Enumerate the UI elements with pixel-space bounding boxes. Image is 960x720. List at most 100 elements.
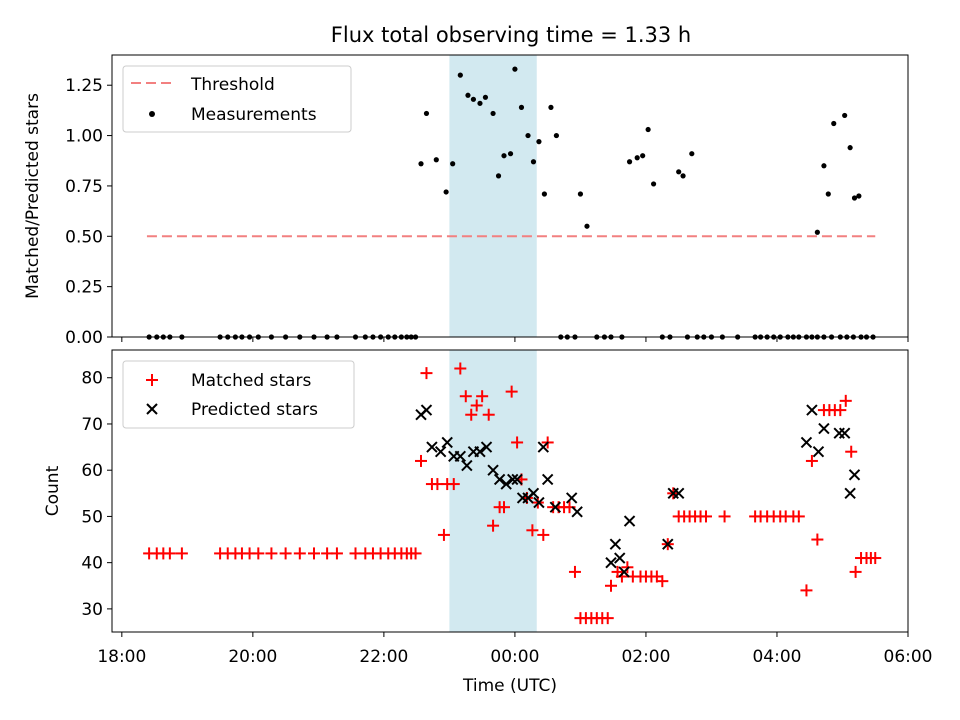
predicted-star-point <box>605 556 617 569</box>
matched-star-point <box>487 519 500 532</box>
top-panel: 0.00 0.25 0.50 0.75 1.00 1.25 Matched/Predict… <box>23 54 909 348</box>
predicted-star-point <box>609 538 622 550</box>
measurement-point <box>814 229 820 235</box>
bottom-axes-frame <box>111 349 909 633</box>
predicted-star-point <box>507 473 519 486</box>
matched-star-point <box>656 575 669 588</box>
measurement-point <box>477 100 483 106</box>
predicted-star-point <box>541 473 554 486</box>
predicted-star-point <box>806 404 818 416</box>
top-y-ticks: 0.00 0.25 0.50 0.75 1.00 1.25 <box>65 76 112 348</box>
measurement-point <box>433 157 439 163</box>
predicted-star-point <box>426 441 438 453</box>
predicted-star-point <box>537 441 550 453</box>
measurement-point <box>626 159 633 165</box>
measurement-point <box>689 151 695 157</box>
measurement-point <box>423 110 430 117</box>
measurement-point <box>634 155 640 161</box>
measurement-point <box>512 66 518 72</box>
matched-star-point <box>718 510 731 523</box>
chart-title: Flux total observing time = 1.33 h <box>331 23 691 47</box>
predicted-star-point <box>493 473 506 486</box>
measurement-point <box>645 126 651 133</box>
legend-predicted-label: Predicted stars <box>191 400 318 420</box>
bottom-x-tick-label: 18:00 <box>97 647 146 667</box>
matched-star-point <box>437 528 450 541</box>
bottom-legend-box <box>122 360 355 429</box>
matched-star-point <box>252 547 265 560</box>
matched-star-point <box>409 547 422 560</box>
predicted-star-point <box>662 538 674 550</box>
measurement-point <box>507 151 514 157</box>
measurement-point <box>443 189 449 195</box>
predicted-star-point <box>487 464 499 476</box>
predicted-star-point <box>623 515 636 527</box>
bottom-x-tick-label: 02:00 <box>621 647 670 667</box>
top-y-tick-label: 0.50 <box>65 227 103 247</box>
top-measurement-points <box>146 66 876 340</box>
top-y-tick-label: 0.00 <box>65 328 103 348</box>
measurement-point <box>495 173 502 179</box>
bottom-y-tick-label: 60 <box>81 461 103 481</box>
matched-star-point <box>811 533 824 546</box>
bottom-legend: Matched stars Predicted stars <box>122 360 355 429</box>
predicted-star-point <box>420 404 433 416</box>
legend-threshold-label: Threshold <box>190 75 275 95</box>
matched-star-point <box>175 547 188 560</box>
measurement-point <box>465 92 471 98</box>
measurement-point <box>525 132 531 139</box>
bottom-observing-span <box>449 350 537 632</box>
measurement-point <box>541 191 547 197</box>
predicted-star-point <box>441 436 453 449</box>
matched-star-point <box>476 390 489 403</box>
predicted-star-point <box>434 445 447 458</box>
top-y-tick-label: 1.25 <box>65 76 103 96</box>
matched-star-point <box>505 385 518 398</box>
predicted-star-point <box>549 501 562 513</box>
matched-star-point <box>465 408 478 421</box>
predicted-star-point <box>618 566 630 578</box>
bottom-x-tick-label: 20:00 <box>228 647 277 667</box>
matched-star-point <box>537 528 550 541</box>
predicted-star-point <box>500 478 512 490</box>
bottom-y-tick-label: 80 <box>81 369 103 389</box>
bottom-panel: 30 40 50 60 70 80 18:00 20:00 22:00 00:00 02:00 04… <box>43 349 933 696</box>
matched-star-point <box>605 579 618 592</box>
bottom-y-tick-label: 40 <box>81 554 103 574</box>
matched-star-point <box>163 547 176 560</box>
bottom-x-tick-label: 06:00 <box>884 647 933 667</box>
measurement-point <box>856 193 862 199</box>
matched-star-point <box>849 565 862 578</box>
measurement-point <box>553 132 560 139</box>
predicted-star-point <box>672 487 685 500</box>
measurement-point <box>842 112 848 119</box>
matched-star-point <box>834 404 847 417</box>
predicted-star-point <box>812 445 825 458</box>
matched-star-point <box>330 547 343 560</box>
matched-star-point <box>839 394 852 407</box>
matched-star-point <box>265 547 278 560</box>
predicted-star-point <box>461 459 473 472</box>
predicted-star-point <box>480 441 493 453</box>
matched-star-point <box>308 547 321 560</box>
matched-star-point <box>526 524 539 537</box>
matched-star-point <box>869 552 882 565</box>
predicted-star-point <box>848 469 861 481</box>
matched-star-point <box>454 362 467 375</box>
measurement-point <box>676 169 682 175</box>
legend-matched-swatch <box>146 374 158 386</box>
matched-star-point <box>845 445 858 458</box>
legend-matched-label: Matched stars <box>191 371 311 391</box>
measurement-point <box>831 120 837 127</box>
measurement-point <box>640 153 646 159</box>
matched-star-point <box>420 367 433 380</box>
legend-measurements-label: Measurements <box>191 105 317 125</box>
measurement-point <box>851 195 858 201</box>
measurement-point <box>457 72 463 78</box>
measurement-point <box>418 161 424 167</box>
measurement-point <box>470 96 477 102</box>
top-y-tick-label: 0.75 <box>65 177 103 197</box>
predicted-star-point <box>800 436 813 449</box>
bottom-count-points <box>143 362 882 625</box>
measurement-point <box>577 191 584 197</box>
